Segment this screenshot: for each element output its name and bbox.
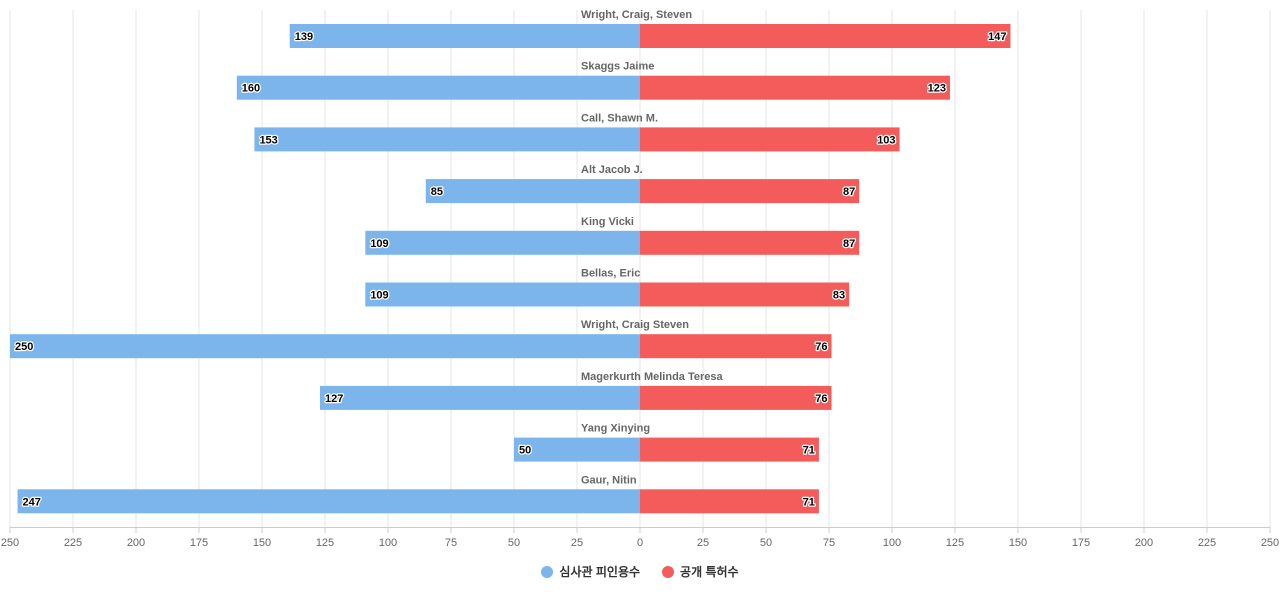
bar-right[interactable] <box>640 24 1011 48</box>
x-tick-label: 225 <box>64 537 82 549</box>
bar-left[interactable] <box>514 437 640 462</box>
x-tick-label: 150 <box>1009 537 1027 549</box>
data-label-left: 247 <box>23 496 41 508</box>
bar-right[interactable] <box>640 385 832 410</box>
data-label-left: 160 <box>242 83 260 95</box>
legend: 심사관 피인용수 공개 특허수 <box>0 563 1280 580</box>
x-tick-label: 250 <box>1 537 19 549</box>
bar-left[interactable] <box>10 334 640 359</box>
x-tick-label: 25 <box>697 537 709 549</box>
legend-marker-right <box>662 565 675 578</box>
x-tick-label: 125 <box>316 537 334 549</box>
data-label-right: 147 <box>988 31 1006 43</box>
data-label-left: 127 <box>325 393 343 405</box>
data-label-right: 83 <box>833 290 845 302</box>
category-label: Yang Xinying <box>581 423 650 435</box>
category-label: Alt Jacob J. <box>581 164 643 176</box>
data-label-right: 71 <box>803 445 815 457</box>
category-label: Wright, Craig, Steven <box>581 9 692 21</box>
data-label-right: 87 <box>843 186 855 198</box>
legend-label-right: 공개 특허수 <box>680 565 739 579</box>
bar-right[interactable] <box>640 437 819 462</box>
data-label-right: 76 <box>815 393 827 405</box>
category-label: Magerkurth Melinda Teresa <box>581 371 723 383</box>
x-axis: 250 225 200 175 150 125 100 75 50 25 0 25 50 75 100 125… <box>1 527 1279 549</box>
data-label-right: 71 <box>803 496 815 508</box>
category-labels: Wright, Craig, Steven Skaggs Jaime Call, S… <box>581 9 723 486</box>
x-tick-label: 25 <box>571 537 583 549</box>
x-tick-label: 150 <box>253 537 271 549</box>
category-label: Call, Shawn M. <box>581 112 658 124</box>
legend-label-left: 심사관 피인용수 <box>559 565 641 579</box>
data-label-right: 103 <box>877 134 895 146</box>
data-label-right: 87 <box>843 238 855 250</box>
x-tick-label: 250 <box>1261 537 1279 549</box>
bar-left[interactable] <box>365 282 640 307</box>
bar-right[interactable] <box>640 75 950 100</box>
x-tick-label: 175 <box>1072 537 1090 549</box>
category-label: Gaur, Nitin <box>581 474 637 486</box>
bar-left[interactable] <box>289 24 640 48</box>
x-tick-label: 100 <box>883 537 901 549</box>
bar-left[interactable] <box>254 127 640 152</box>
data-label-left: 139 <box>295 31 313 43</box>
bar-right[interactable] <box>640 489 819 514</box>
data-labels: 139 147 160 123 153 103 85 87 109 87 109 83 250 76 127… <box>14 30 1008 510</box>
bar-left[interactable] <box>236 75 641 100</box>
bars <box>10 24 1011 514</box>
data-label-left: 85 <box>431 186 443 198</box>
legend-item-left-series[interactable]: 심사관 피인용수 <box>541 563 640 580</box>
data-label-right: 123 <box>928 83 946 95</box>
x-tick-label: 125 <box>946 537 964 549</box>
bar-right[interactable] <box>640 334 832 359</box>
data-label-left: 109 <box>370 290 388 302</box>
x-tick-label: 200 <box>127 537 145 549</box>
category-label: Wright, Craig Steven <box>581 319 689 331</box>
x-tick-label: 75 <box>823 537 835 549</box>
bar-right[interactable] <box>640 230 860 255</box>
x-tick-label: 50 <box>508 537 520 549</box>
bar-right[interactable] <box>640 127 900 152</box>
bar-left[interactable] <box>425 179 640 204</box>
category-label: Bellas, Eric <box>581 268 640 280</box>
data-label-left: 153 <box>259 134 277 146</box>
x-tick-label: 0 <box>637 537 643 549</box>
data-label-left: 50 <box>519 445 531 457</box>
bar-right[interactable] <box>640 282 850 307</box>
category-label: Skaggs Jaime <box>581 61 654 73</box>
x-tick-label: 200 <box>1135 537 1153 549</box>
data-label-left: 250 <box>15 341 33 353</box>
data-label-left: 109 <box>370 238 388 250</box>
x-tick-label: 75 <box>445 537 457 549</box>
chart-plot: Wright, Craig, Steven Skaggs Jaime Call, S… <box>1 9 1279 549</box>
x-tick-label: 175 <box>190 537 208 549</box>
bar-left[interactable] <box>319 385 640 410</box>
bar-left[interactable] <box>17 489 641 514</box>
data-label-right: 76 <box>815 341 827 353</box>
legend-item-right-series[interactable]: 공개 특허수 <box>662 563 739 580</box>
x-tick-label: 50 <box>760 537 772 549</box>
x-tick-label: 225 <box>1198 537 1216 549</box>
x-tick-label: 100 <box>379 537 397 549</box>
legend-marker-left <box>541 565 554 578</box>
bar-left[interactable] <box>365 230 640 255</box>
bar-right[interactable] <box>640 179 860 204</box>
category-label: King Vicki <box>581 216 634 228</box>
